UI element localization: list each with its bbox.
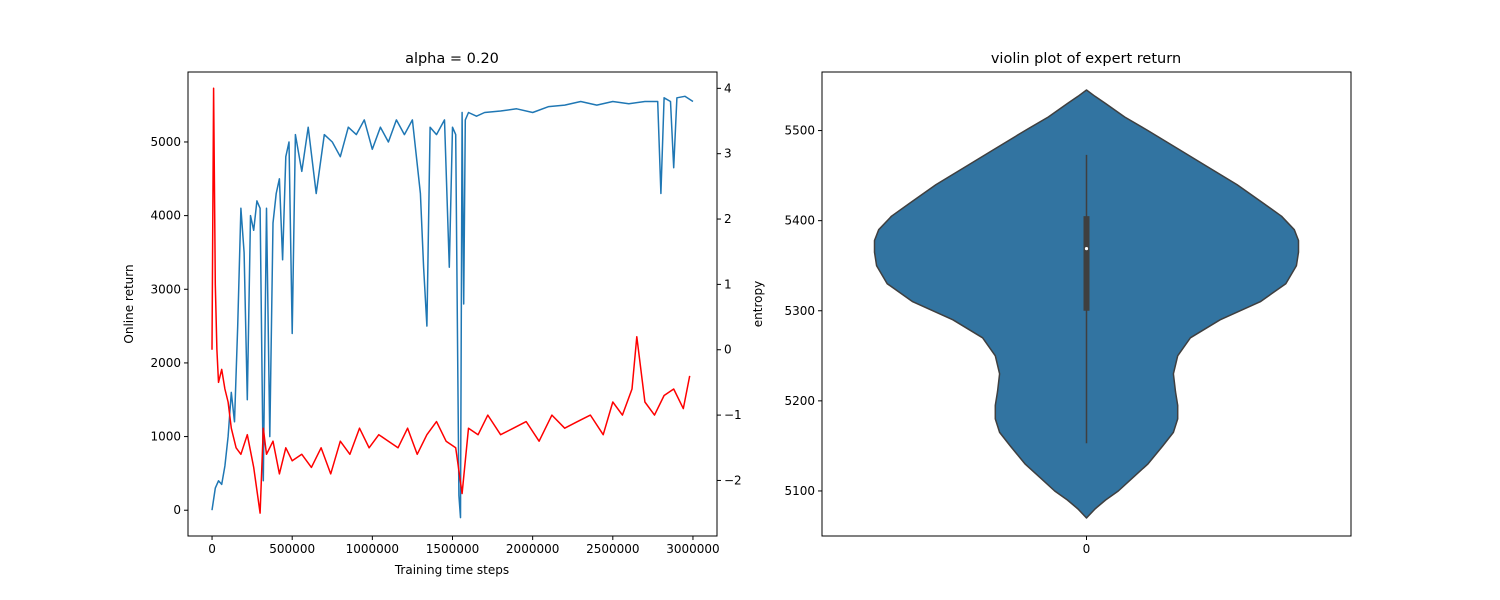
violin-y-tick-label: 5500 — [784, 124, 815, 138]
x-tick-label: 2500000 — [586, 542, 639, 556]
violin-title: violin plot of expert return — [991, 51, 1181, 67]
y-tick-label: 5000 — [150, 135, 181, 149]
y-tick-label: 4000 — [150, 209, 181, 223]
x-tick-label: 1000000 — [346, 542, 399, 556]
y2-tick-label: 1 — [724, 277, 732, 291]
y2-tick-label: 0 — [724, 343, 732, 357]
violin-y-tick-label: 5100 — [784, 484, 815, 498]
x-tick-label: 3000000 — [666, 542, 719, 556]
x-tick-label: 1500000 — [426, 542, 479, 556]
violin-group — [873, 89, 1300, 519]
y-tick-label: 1000 — [150, 430, 181, 444]
y-tick-label: 0 — [173, 503, 181, 517]
violin-y-tick-label: 5200 — [784, 394, 815, 408]
entropy-line — [211, 87, 691, 514]
x-tick-label: 0 — [208, 542, 216, 556]
y2-axis-ticks: −2 −1 0 1 2 3 4 — [717, 81, 742, 487]
y2-tick-label: 2 — [724, 212, 732, 226]
violin-y-ticks: 5100 5200 5300 5400 5500 — [784, 124, 822, 498]
online-return-line — [211, 95, 694, 519]
x-tick-label: 2000000 — [506, 542, 559, 556]
line-series-group — [211, 87, 694, 519]
violin-iqr-box — [1083, 216, 1090, 311]
x-axis-ticks: 0 500000 1000000 1500000 2000000 2500000 30000… — [208, 536, 720, 556]
y2-axis-label: entropy — [751, 281, 765, 327]
y2-tick-label: −1 — [724, 408, 742, 422]
return-entropy-chart: 0 500000 1000000 1500000 2000000 2500000 30000… — [122, 51, 765, 577]
y-tick-label: 2000 — [150, 356, 181, 370]
chart-title: alpha = 0.20 — [405, 51, 499, 67]
y-axis-ticks: 0 1000 2000 3000 4000 5000 — [150, 135, 188, 517]
violin-y-tick-label: 5300 — [784, 304, 815, 318]
violin-x-ticks: 0 — [1083, 536, 1091, 556]
y2-tick-label: 3 — [724, 147, 732, 161]
violin-chart: 0 5100 5200 5300 5400 5500 violin plot of ex… — [784, 51, 1352, 556]
y-tick-label: 3000 — [150, 282, 181, 296]
y2-tick-label: 4 — [724, 81, 732, 95]
y-axis-label: Online return — [122, 264, 136, 343]
y2-tick-label: −2 — [724, 473, 742, 487]
x-axis-label: Training time steps — [394, 563, 509, 577]
x-tick-label: 500000 — [269, 542, 315, 556]
violin-x-tick-label: 0 — [1083, 542, 1091, 556]
violin-median-dot — [1084, 246, 1089, 251]
violin-y-tick-label: 5400 — [784, 214, 815, 228]
